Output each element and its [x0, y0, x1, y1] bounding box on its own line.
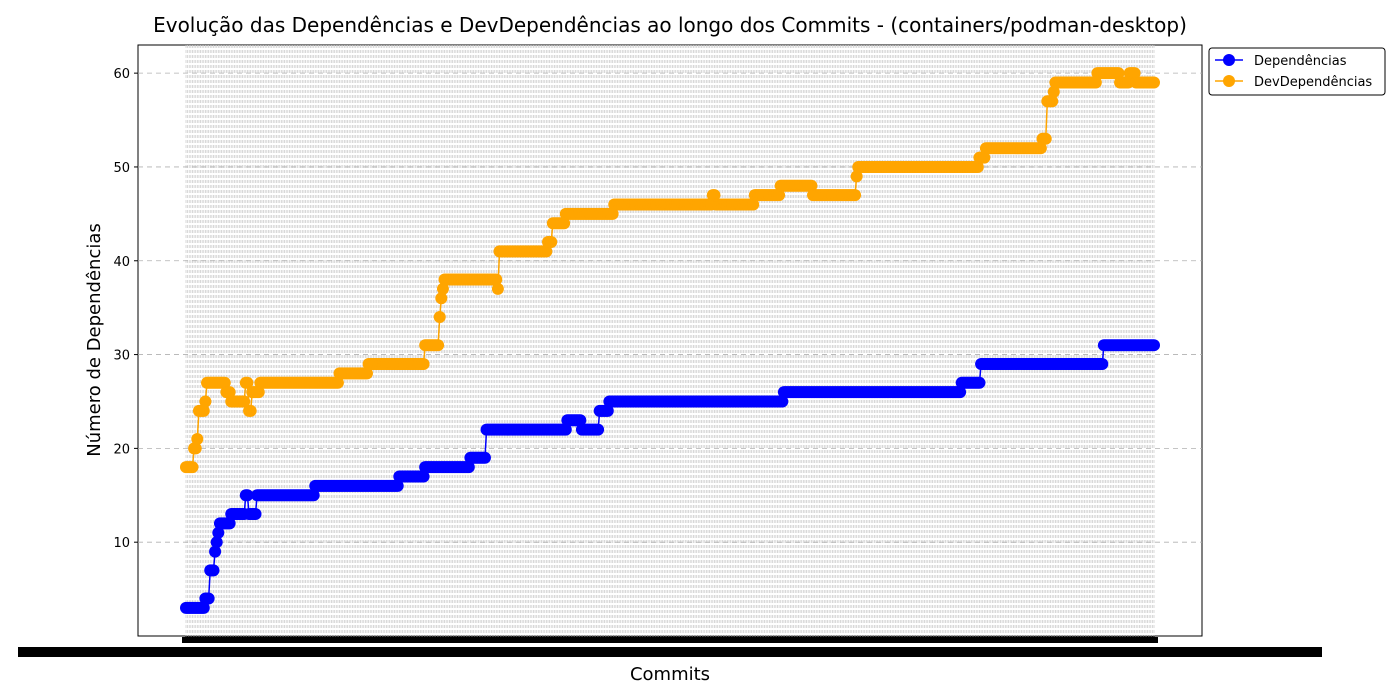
data-point: [1148, 76, 1160, 89]
data-point: [1034, 142, 1047, 155]
data-point: [212, 526, 225, 539]
data-point: [954, 386, 967, 399]
x-tick-labels-overlap: [18, 647, 1322, 657]
data-point: [776, 395, 789, 408]
x-gridlines: [185, 45, 1155, 636]
legend-label-dependencias: Dependências: [1254, 54, 1347, 69]
legend: Dependências DevDependências: [1208, 47, 1386, 96]
data-point: [417, 357, 430, 370]
series-devdependencias: [180, 67, 1160, 474]
legend-marker-dependencias: [1223, 54, 1235, 66]
data-point: [1046, 95, 1059, 108]
x-axis-label: Commits: [630, 664, 710, 685]
data-point: [592, 423, 605, 436]
data-point: [223, 386, 236, 399]
x-ticks: [18, 636, 1322, 657]
data-point: [417, 470, 430, 483]
data-point: [850, 170, 863, 183]
data-point: [241, 376, 254, 389]
data-point: [1112, 67, 1125, 80]
legend-label-devdependencias: DevDependências: [1254, 75, 1372, 90]
data-point: [1089, 76, 1102, 89]
data-point: [601, 404, 614, 417]
data-point: [391, 479, 404, 492]
y-tick-label: 50: [113, 161, 130, 176]
data-point: [186, 461, 199, 474]
data-point: [805, 179, 818, 192]
data-point: [307, 489, 320, 502]
y-axis-label: Número de Dependências: [84, 223, 105, 457]
y-ticks: 10 20 30 40 50 60: [113, 67, 138, 551]
data-point: [191, 433, 204, 445]
data-point: [209, 545, 222, 558]
legend-box: [1208, 47, 1386, 96]
data-point: [978, 151, 991, 164]
data-point: [244, 404, 257, 417]
data-point: [197, 601, 210, 614]
series-group: [180, 67, 1160, 614]
data-point: [545, 236, 558, 248]
data-point: [436, 282, 449, 295]
y-tick-label: 10: [113, 536, 130, 551]
data-point: [433, 311, 446, 324]
legend-marker-devdependencias: [1223, 75, 1235, 87]
data-point: [1096, 357, 1109, 370]
chart-title: Evolução das Dependências e DevDependênc…: [153, 13, 1187, 37]
data-point: [747, 198, 760, 211]
x-tick-band: [182, 637, 1158, 643]
y-tick-label: 60: [113, 67, 130, 82]
data-point: [435, 292, 448, 305]
data-point: [540, 245, 553, 258]
data-point: [207, 564, 220, 577]
data-point: [606, 207, 619, 220]
data-point: [223, 517, 236, 530]
data-point: [252, 386, 265, 399]
data-point: [1128, 67, 1141, 80]
data-point: [238, 395, 251, 408]
data-point: [241, 489, 254, 502]
data-point: [249, 508, 262, 521]
data-point: [1148, 339, 1160, 352]
data-point: [491, 282, 504, 295]
y-tick-label: 20: [113, 442, 130, 457]
y-tick-label: 40: [113, 255, 130, 270]
data-point: [331, 376, 344, 389]
y-tick-label: 30: [113, 349, 130, 364]
data-point: [558, 217, 571, 230]
data-point: [559, 423, 572, 436]
data-point: [1047, 85, 1060, 98]
data-point: [478, 451, 491, 464]
data-point: [708, 189, 721, 202]
data-point: [432, 339, 445, 352]
data-point: [971, 160, 984, 173]
data-point: [462, 461, 475, 474]
data-point: [189, 442, 202, 455]
data-point: [773, 189, 786, 202]
data-point: [199, 395, 212, 408]
data-point: [973, 376, 986, 389]
data-point: [197, 404, 210, 417]
data-point: [210, 536, 223, 549]
data-point: [202, 592, 215, 605]
series-dependencias: [180, 339, 1160, 614]
data-point: [490, 273, 503, 286]
data-point: [849, 189, 862, 202]
data-point: [218, 376, 231, 389]
data-point: [574, 414, 587, 427]
data-point: [1039, 132, 1052, 145]
grid: [138, 45, 1202, 636]
data-point: [360, 367, 373, 380]
